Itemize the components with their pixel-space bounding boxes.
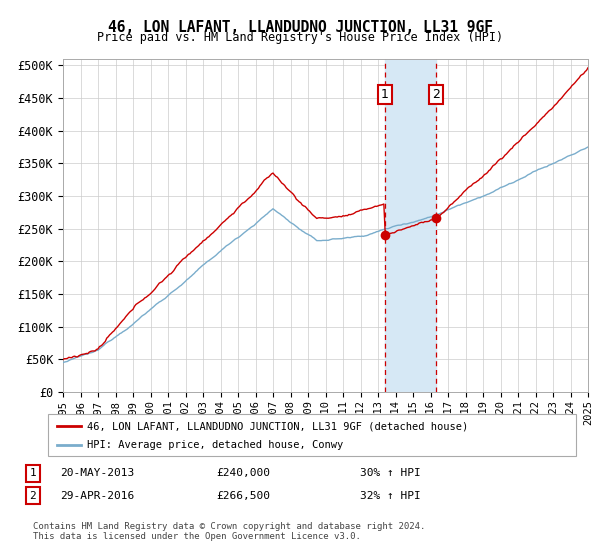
Bar bbox=[385, 59, 436, 392]
Text: 46, LON LAFANT, LLANDUDNO JUNCTION, LL31 9GF: 46, LON LAFANT, LLANDUDNO JUNCTION, LL31… bbox=[107, 20, 493, 35]
Text: Price paid vs. HM Land Registry's House Price Index (HPI): Price paid vs. HM Land Registry's House … bbox=[97, 31, 503, 44]
Text: 32% ↑ HPI: 32% ↑ HPI bbox=[360, 491, 421, 501]
Text: 46, LON LAFANT, LLANDUDNO JUNCTION, LL31 9GF (detached house): 46, LON LAFANT, LLANDUDNO JUNCTION, LL31… bbox=[87, 421, 468, 431]
Text: 30% ↑ HPI: 30% ↑ HPI bbox=[360, 468, 421, 478]
Text: 2: 2 bbox=[433, 88, 440, 101]
Text: 2: 2 bbox=[29, 491, 37, 501]
Text: 29-APR-2016: 29-APR-2016 bbox=[60, 491, 134, 501]
Text: £240,000: £240,000 bbox=[216, 468, 270, 478]
Text: HPI: Average price, detached house, Conwy: HPI: Average price, detached house, Conw… bbox=[87, 440, 343, 450]
Text: 1: 1 bbox=[381, 88, 389, 101]
Text: 1: 1 bbox=[29, 468, 37, 478]
Text: £266,500: £266,500 bbox=[216, 491, 270, 501]
Text: 20-MAY-2013: 20-MAY-2013 bbox=[60, 468, 134, 478]
Text: Contains HM Land Registry data © Crown copyright and database right 2024.
This d: Contains HM Land Registry data © Crown c… bbox=[33, 522, 425, 542]
